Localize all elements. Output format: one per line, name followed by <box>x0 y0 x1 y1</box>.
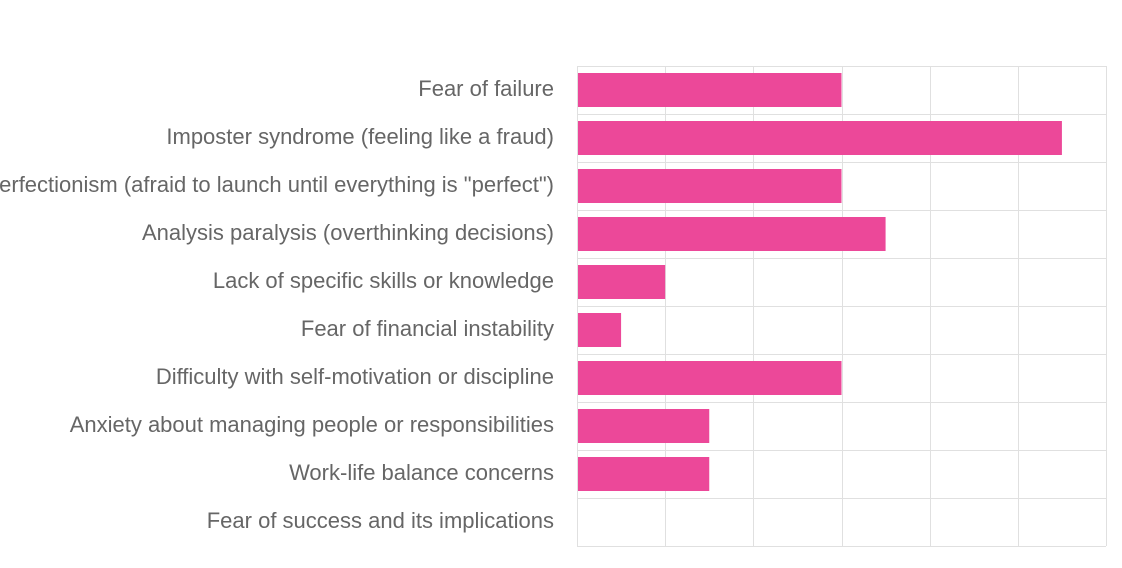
bar <box>578 73 842 107</box>
category-label: Perfectionism (afraid to launch until ev… <box>0 172 554 197</box>
bar <box>578 361 842 395</box>
category-label: Imposter syndrome (feeling like a fraud) <box>166 124 554 149</box>
bar <box>578 313 622 347</box>
bar <box>578 121 1062 155</box>
bar <box>578 217 886 251</box>
category-label: Analysis paralysis (overthinking decisio… <box>142 220 554 245</box>
bar <box>578 457 710 491</box>
bars <box>578 73 1062 491</box>
category-label: Fear of success and its implications <box>207 508 554 533</box>
category-label: Work-life balance concerns <box>289 460 554 485</box>
category-label: Fear of failure <box>418 76 554 101</box>
category-label: Lack of specific skills or knowledge <box>213 268 554 293</box>
bar <box>578 265 666 299</box>
category-labels: Fear of failure Imposter syndrome (feelin… <box>0 76 554 533</box>
category-label: Fear of financial instability <box>301 316 554 341</box>
category-label: Difficulty with self-motivation or disci… <box>156 364 554 389</box>
bar <box>578 169 842 203</box>
category-label: Anxiety about managing people or respons… <box>70 412 554 437</box>
bar <box>578 409 710 443</box>
